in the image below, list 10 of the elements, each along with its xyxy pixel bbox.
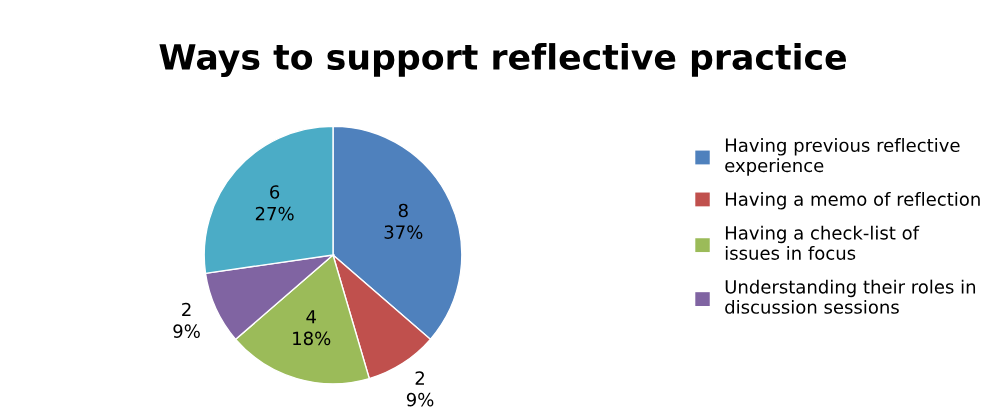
legend-label: Having a memo of reflection [725,191,980,210]
chart-title: Ways to support reflective practice [159,43,846,77]
data-label: 6 27% [255,185,294,221]
data-label: 4 18% [293,310,331,346]
legend-label: Having previous reflective experience [725,138,960,176]
legend-label: Having a check-list of issues in focus [725,225,920,260]
data-label: 2 9% [173,302,200,338]
data-label: 8 37% [384,203,423,239]
legend-label: Understanding their roles in discussion sessions [725,279,976,314]
data-label: 2 9% [406,371,434,407]
